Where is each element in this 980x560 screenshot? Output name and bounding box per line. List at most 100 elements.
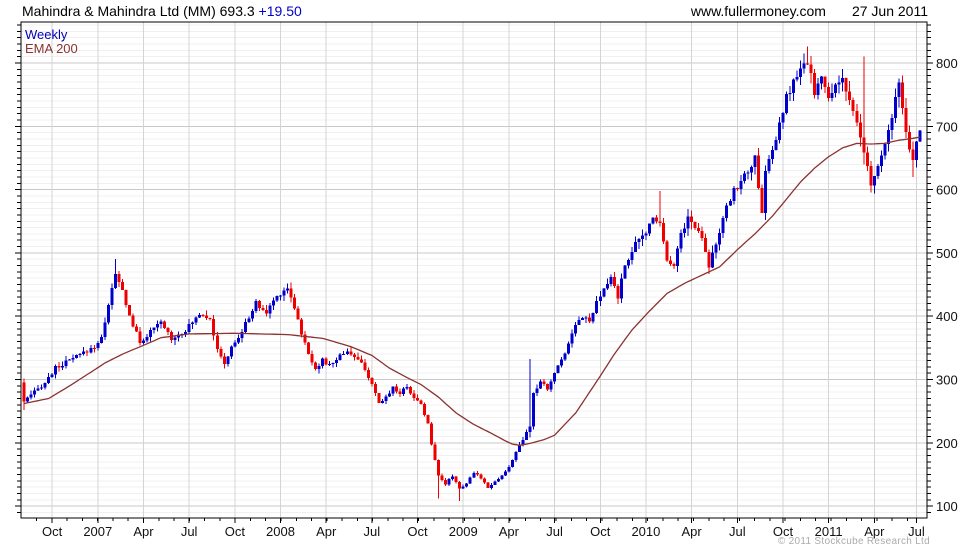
candle-body [89,348,93,353]
candle-body [848,91,852,101]
candle-body [802,63,806,69]
candle-body [54,366,58,375]
candle-body [43,383,47,388]
candle-body [222,356,226,365]
candle-body [394,386,398,392]
candle-body [430,423,434,445]
candle-body [718,232,722,245]
candle-body [356,356,360,360]
plot-border [20,21,928,519]
candle-body [68,359,72,361]
candle-body [286,288,290,291]
candle-body [665,241,669,261]
x-tick-label: 2011 [815,524,843,539]
candle-body [560,359,564,366]
candle-body [416,397,420,401]
candle-body [539,381,543,389]
candle-body [883,144,887,156]
candle-body [184,332,188,335]
candle-body [865,152,869,167]
candle-body [250,310,254,319]
candle-body [328,363,332,365]
candle-body [816,83,820,95]
candle-body [401,388,405,394]
candle-body [61,365,65,368]
candle-body [844,77,848,92]
candle-body [697,227,701,231]
candle-body [26,397,30,402]
candle-body [721,218,725,233]
candle-body [714,244,718,253]
candle-body [219,349,223,357]
candle-body [163,321,167,329]
candle-body [890,117,894,130]
candle-body [335,359,339,363]
candle-body [205,315,209,318]
candle-body [514,452,518,461]
candle-body [763,170,767,213]
candle-body [598,296,602,302]
candle-body [918,130,922,142]
candle-body [602,288,606,297]
candle-body [208,317,212,320]
candle-body [806,63,810,65]
candle-body [753,155,757,168]
candle-body [317,365,321,370]
candle-body [321,358,325,366]
x-tick-label: Oct [225,524,246,539]
candle-body [834,84,838,93]
candle-body [75,354,79,359]
candle-body [735,188,739,190]
candle-body [458,481,462,489]
candle-body [841,77,845,83]
candle-body [22,382,26,402]
x-tick-label: Oct [773,524,794,539]
candle-body [134,326,138,332]
candle-body [303,334,307,343]
candle-body [770,149,774,159]
candle-body [359,359,363,363]
candle-body [858,122,862,138]
candle-body [500,475,504,479]
candle-body [609,276,613,284]
candle-body [215,335,219,350]
candle-body [198,314,202,318]
candle-body [517,444,521,453]
price-change: +19.50 [254,3,302,19]
x-tick-label: Apr [499,524,520,539]
candle-body [387,393,391,397]
candle-body [78,354,82,356]
candle-body [813,72,817,95]
candle-body [644,233,648,236]
candle-body [398,391,402,394]
candle-body [113,274,117,288]
x-tick-label: Jul [729,524,746,539]
candle-body [342,354,346,356]
candle-body [57,366,61,368]
candle-body [187,324,191,333]
candle-body [654,217,658,222]
x-tick-label: Apr [133,524,154,539]
candle-body [647,223,651,234]
candle-body [233,342,237,347]
x-tick-label: Apr [316,524,337,539]
x-tick-label: Apr [864,524,885,539]
candle-body [409,387,413,394]
candle-body [739,181,743,189]
candle-body [640,235,644,239]
candle-body [528,426,532,432]
y-tick-label: 400 [936,309,958,324]
candle-body [486,482,490,488]
legend-timeframe: Weekly [25,27,68,42]
candle-body [574,324,578,334]
candle-body [872,176,876,186]
candle-body [879,155,883,167]
candle-body [749,167,753,173]
candle-body [338,354,342,360]
candle-body [148,330,152,337]
candle-body [243,321,247,333]
candle-body [728,200,732,206]
candle-body [827,87,831,98]
y-tick-label: 700 [936,119,958,134]
